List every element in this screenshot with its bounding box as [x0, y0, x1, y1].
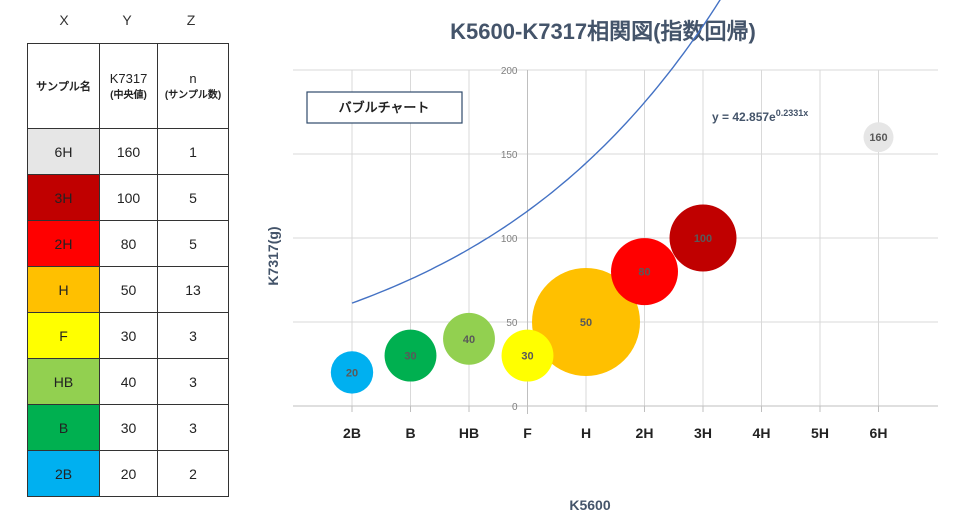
bubble: [330, 351, 374, 394]
bubble: [443, 312, 495, 365]
y-tick-label: 100: [501, 234, 518, 245]
x-tick-label: 2H: [636, 425, 654, 441]
x-tick-label: 5H: [811, 425, 829, 441]
cell-n: 1: [157, 128, 229, 175]
y-tick-label: 0: [512, 402, 518, 413]
cell-n: 5: [157, 174, 229, 221]
column-letter-z: Z: [186, 12, 196, 28]
cell-k7317: 160: [99, 128, 158, 175]
cell-n: 2: [157, 450, 229, 497]
x-tick-label: 6H: [870, 425, 888, 441]
column-letter-y: Y: [122, 12, 132, 28]
cell-k7317: 100: [99, 174, 158, 221]
bubble: [669, 204, 737, 272]
bubble: [611, 238, 678, 306]
bubble-label: 20: [346, 367, 358, 379]
y-axis-title: K7317(g): [265, 226, 281, 285]
equation-base: y = 42.857e: [712, 110, 776, 124]
legend-box-label: バブルチャート: [339, 100, 430, 116]
bubble-label: 100: [694, 233, 712, 245]
table-row: 2H 80 5: [27, 220, 229, 267]
trendline: [351, 0, 721, 304]
cell-n: 13: [157, 266, 229, 313]
trendline-equation: y = 42.857e0.2331x: [712, 108, 808, 124]
x-tick-label: 3H: [694, 425, 712, 441]
equation-exponent: 0.2331x: [776, 108, 809, 118]
cell-sample-name: 2B: [27, 450, 100, 497]
bubble-label: 30: [521, 351, 533, 363]
x-tick-label: HB: [459, 425, 479, 441]
x-tick-label: F: [523, 425, 532, 441]
y-tick-label: 50: [506, 318, 518, 329]
cell-sample-name: F: [27, 312, 100, 359]
header-k7317-sub: (中央値): [110, 90, 147, 101]
cell-k7317: 30: [99, 312, 158, 359]
sample-table: サンプル名 K7317 (中央値) n (サンプル数) 6H 160 1 3H 100 5…: [27, 43, 229, 497]
cell-n: 3: [157, 312, 229, 359]
cell-k7317: 80: [99, 220, 158, 267]
bubble: [532, 268, 640, 376]
legend-box: [306, 91, 463, 124]
y-tick-label: 150: [501, 150, 518, 161]
table-row: 3H 100 5: [27, 174, 229, 221]
bubble-label: 50: [580, 317, 592, 329]
cell-n: 3: [157, 358, 229, 405]
column-letter-x: X: [59, 12, 69, 28]
x-tick-label: 4H: [753, 425, 771, 441]
y-tick-label: 200: [501, 66, 518, 77]
table-header-row: サンプル名 K7317 (中央値) n (サンプル数): [27, 43, 229, 129]
header-k7317-main: K7317: [109, 71, 148, 86]
cell-sample-name: H: [27, 266, 100, 313]
x-tick-label: H: [581, 425, 591, 441]
table-row: HB 40 3: [27, 358, 229, 405]
header-sample-name: サンプル名: [27, 43, 100, 129]
cell-n: 5: [157, 220, 229, 267]
header-n-sub: (サンプル数): [164, 90, 222, 101]
bubble-label: 30: [404, 351, 416, 363]
cell-k7317: 20: [99, 450, 158, 497]
table-row: 6H 160 1: [27, 128, 229, 175]
header-n: n (サンプル数): [157, 43, 229, 129]
bubble: [501, 329, 554, 382]
chart-title: K5600-K7317相関図(指数回帰): [450, 19, 756, 44]
bubble-label: 160: [869, 132, 887, 144]
header-n-main: n: [189, 71, 197, 86]
table-row: F 30 3: [27, 312, 229, 359]
x-axis-title: K5600: [569, 497, 610, 513]
bubble: [863, 122, 894, 153]
cell-sample-name: 6H: [27, 128, 100, 175]
x-tick-label: B: [405, 425, 415, 441]
bubble-label: 40: [463, 334, 475, 346]
cell-sample-name: HB: [27, 358, 100, 405]
x-tick-label: 2B: [343, 425, 361, 441]
bubble-label: 80: [638, 267, 650, 279]
bubble: [384, 329, 437, 382]
table-row: 2B 20 2: [27, 450, 229, 497]
